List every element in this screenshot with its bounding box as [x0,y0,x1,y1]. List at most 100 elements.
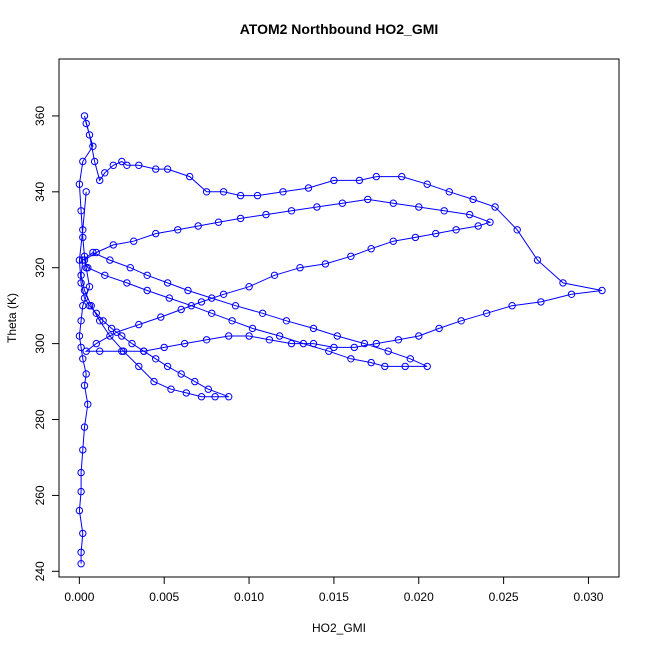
data-point [77,343,85,352]
data-point [77,317,85,325]
data-point [84,400,92,408]
data-point [466,210,474,219]
x-tick-label: 0.000 [64,590,94,604]
data-point [287,207,296,215]
data-point [152,355,160,363]
data-point [202,188,211,196]
data-point [282,317,291,325]
data-point [85,131,94,139]
data-point [89,142,97,151]
data-point [135,161,143,170]
data-point [163,279,172,287]
data-point [80,381,89,390]
data-point [109,241,118,249]
data-point [177,370,185,378]
data-point [184,286,192,295]
data-point [82,188,90,196]
data-point [208,294,216,302]
y-axis: 240 260 280 300 320 340 360 [33,106,60,581]
data-point [367,245,375,253]
data-point [457,317,465,325]
data-point [394,336,403,344]
data-point [82,370,90,378]
y-tick-label: 240 [33,561,47,581]
data-point [296,264,304,272]
data-point [537,298,545,306]
data-point [128,339,136,348]
chart-title: ATOM2 Northbound HO2_GMI [240,21,439,37]
y-tick-label: 340 [33,181,47,201]
data-point [432,229,440,238]
data-point [106,256,114,264]
data-point [79,226,87,234]
data-point [96,176,104,185]
data-point [389,199,397,207]
data-point [445,188,453,196]
data-point [77,548,85,556]
data-point [533,256,542,264]
data-point [389,237,397,245]
data-point [423,362,431,371]
data-point [384,347,392,355]
data-point [287,339,296,348]
data-point [75,506,84,515]
data-point [321,260,330,268]
data-point [165,294,174,302]
data-point [101,271,109,279]
data-point [279,188,287,196]
data-point [90,157,99,166]
data-point [236,191,245,200]
data-point [118,332,126,340]
data-point [265,336,274,344]
data-point [92,339,101,348]
data-point [491,203,499,211]
data-point [118,157,126,166]
plot-area [75,112,606,568]
data-point [245,332,253,340]
series-line [78,115,603,564]
y-axis-label: Theta (K) [5,293,19,343]
x-axis: 0.000 0.005 0.010 0.015 0.020 0.025 0.030 [64,576,604,604]
data-point [208,309,216,317]
data-point [364,195,372,204]
data-point [96,317,104,325]
data-point [411,233,420,242]
data-point [225,332,233,340]
data-point [330,176,338,185]
data-point [135,362,143,371]
data-point [214,218,223,226]
data-point [258,309,267,317]
data-point [347,252,355,260]
data-point [75,332,84,340]
data-point [135,320,143,329]
data-point [130,237,138,245]
data-point [99,317,107,325]
data-point [75,256,84,264]
x-tick-label: 0.015 [319,590,349,604]
data-point [182,389,191,397]
x-axis-label: HO2_GMI [312,621,366,635]
plot-frame [58,58,620,578]
data-point [360,339,369,348]
data-point [452,226,460,234]
data-point [309,324,318,333]
data-point [80,112,89,120]
data-point [211,393,219,401]
data-point [79,233,87,242]
x-tick-label: 0.020 [404,590,434,604]
data-point [77,560,85,568]
data-point [152,229,160,238]
data-point [79,256,87,264]
data-point [194,222,202,230]
data-point [152,165,160,173]
data-point [309,339,318,348]
data-point [559,279,567,287]
x-tick-label: 0.010 [234,590,264,604]
data-point [372,339,380,348]
data-point [313,203,321,211]
data-point [474,222,482,230]
x-tick-label: 0.005 [149,590,179,604]
data-point [415,332,423,340]
data-point [367,358,375,367]
data-point [299,339,308,348]
